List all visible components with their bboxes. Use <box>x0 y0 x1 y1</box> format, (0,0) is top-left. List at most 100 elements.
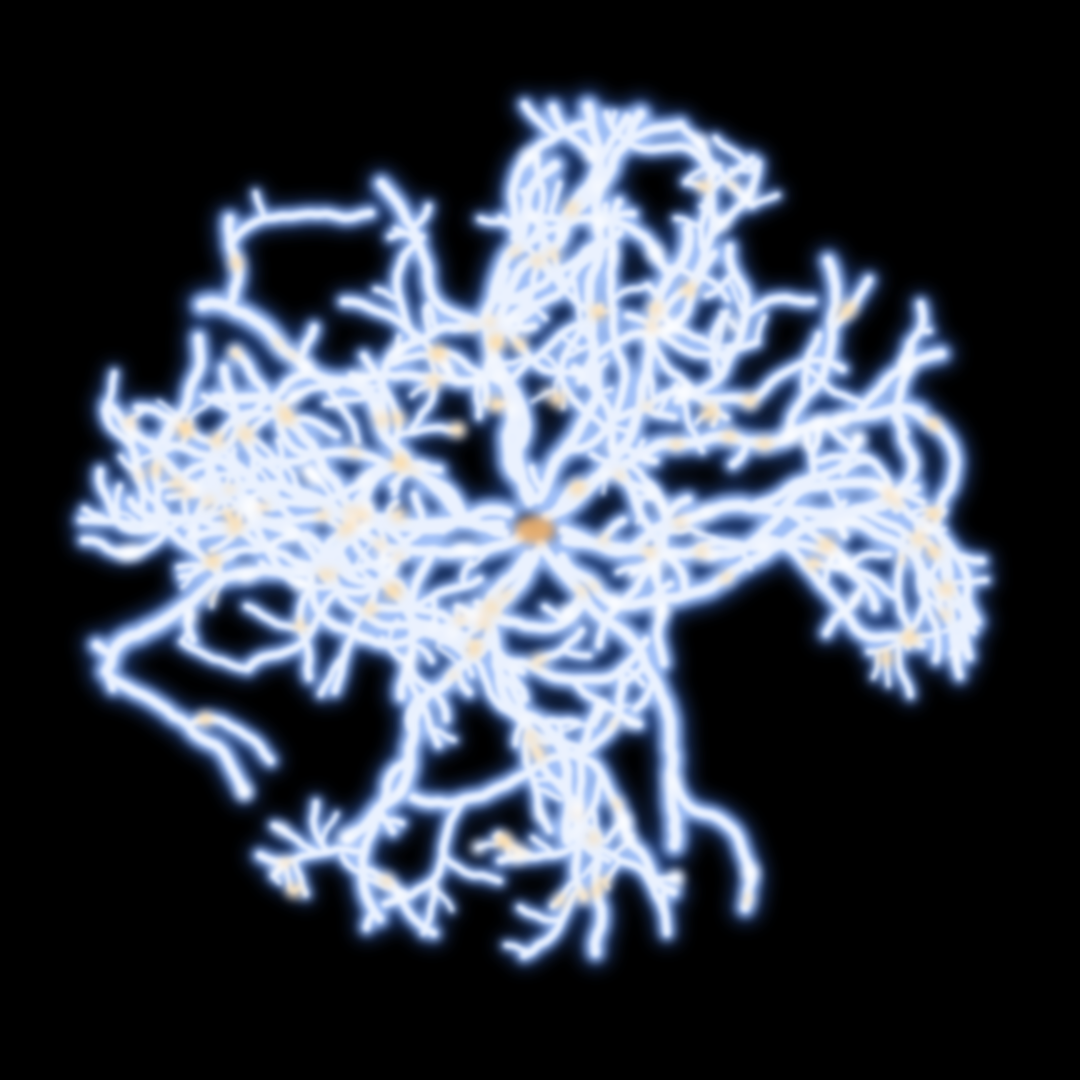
branch-core <box>306 521 439 649</box>
branch-core <box>945 594 970 620</box>
bright-spot <box>267 539 278 551</box>
bright-spot <box>446 627 459 639</box>
bright-spot <box>495 832 513 850</box>
branch-core <box>712 135 760 175</box>
bright-spot <box>899 357 916 374</box>
bright-spot <box>860 506 871 516</box>
bright-spot <box>606 249 618 261</box>
bright-spot <box>296 559 306 569</box>
branch-core <box>325 384 361 445</box>
branch-core <box>291 857 309 897</box>
hotspot-layer <box>118 134 963 908</box>
bright-spot <box>391 453 410 472</box>
bright-spot <box>374 548 391 565</box>
bright-spot <box>568 831 578 841</box>
bright-spot <box>622 713 639 730</box>
branch-core <box>560 483 921 557</box>
bright-spot <box>575 585 588 597</box>
bright-spot <box>818 536 836 554</box>
branch-core <box>344 382 386 389</box>
branch-core <box>347 370 531 454</box>
branch-core <box>318 653 348 697</box>
bright-spot <box>701 404 719 422</box>
branch-core <box>560 647 593 659</box>
bright-spot <box>599 470 611 482</box>
bright-spot <box>183 608 199 625</box>
bright-spot <box>509 246 522 258</box>
branch-core <box>177 456 443 508</box>
bright-spot <box>499 588 513 602</box>
bright-spot <box>837 554 855 573</box>
bright-spot <box>926 544 941 559</box>
branch-core <box>377 179 490 329</box>
bright-spot <box>720 572 733 584</box>
branch-core <box>725 277 744 315</box>
bright-spot <box>470 840 486 856</box>
bright-spot <box>163 411 179 427</box>
branch-core <box>408 668 626 808</box>
branch-core <box>78 516 166 528</box>
bright-spot <box>691 134 709 153</box>
bright-spot <box>491 368 508 385</box>
bright-spot <box>128 463 139 474</box>
bright-spot <box>118 545 134 561</box>
bright-spot <box>226 390 236 399</box>
bright-spot <box>706 548 718 561</box>
bright-spot <box>590 213 607 230</box>
bright-spot <box>653 602 670 619</box>
branch-core <box>411 491 427 533</box>
bright-spot <box>331 395 345 409</box>
branch-core <box>908 542 948 632</box>
bright-spot <box>609 719 618 729</box>
bright-spot <box>400 652 418 671</box>
branch-core <box>593 843 668 916</box>
bright-spot <box>488 396 505 413</box>
bright-spot <box>892 495 903 507</box>
branch-core <box>393 424 461 440</box>
bright-spot <box>781 426 799 445</box>
bright-spot <box>811 416 828 433</box>
branch-core <box>409 641 435 664</box>
branch-core <box>594 699 607 728</box>
bright-spot <box>908 459 919 470</box>
branch-core <box>489 235 605 304</box>
bright-spot <box>589 581 600 592</box>
bright-spot <box>395 786 406 797</box>
bright-spot <box>848 593 862 606</box>
branch-core <box>953 602 972 680</box>
bright-spot <box>247 513 257 523</box>
bright-spot <box>205 552 221 569</box>
branch-core <box>548 180 563 221</box>
bright-spot <box>237 784 252 799</box>
bright-spot <box>358 521 371 534</box>
bright-spot <box>549 391 566 408</box>
bright-spot <box>484 352 499 367</box>
branch-core <box>373 287 403 303</box>
branch-core <box>126 496 411 575</box>
bright-spot <box>645 486 657 499</box>
bright-spot <box>683 268 692 277</box>
bright-spot <box>198 711 213 727</box>
bright-spot <box>287 350 297 360</box>
bright-spot <box>531 255 544 267</box>
bright-spot <box>936 593 947 603</box>
branch-core <box>405 658 450 723</box>
branch-core <box>756 532 927 649</box>
bright-spot <box>318 570 328 580</box>
bright-spot <box>950 652 963 664</box>
branch-core <box>499 268 511 301</box>
bright-spot <box>699 505 714 520</box>
bright-spot <box>569 479 586 496</box>
bright-spot <box>667 870 684 887</box>
branch-core <box>435 645 460 666</box>
branch-core <box>560 286 593 317</box>
bright-spot <box>656 499 670 513</box>
bright-spot <box>509 848 527 866</box>
branch-core <box>754 314 767 345</box>
bright-spot <box>665 317 683 336</box>
branch-core <box>601 704 631 711</box>
branch-core <box>539 351 567 384</box>
bright-spot <box>368 365 379 376</box>
bright-spot <box>125 417 136 428</box>
